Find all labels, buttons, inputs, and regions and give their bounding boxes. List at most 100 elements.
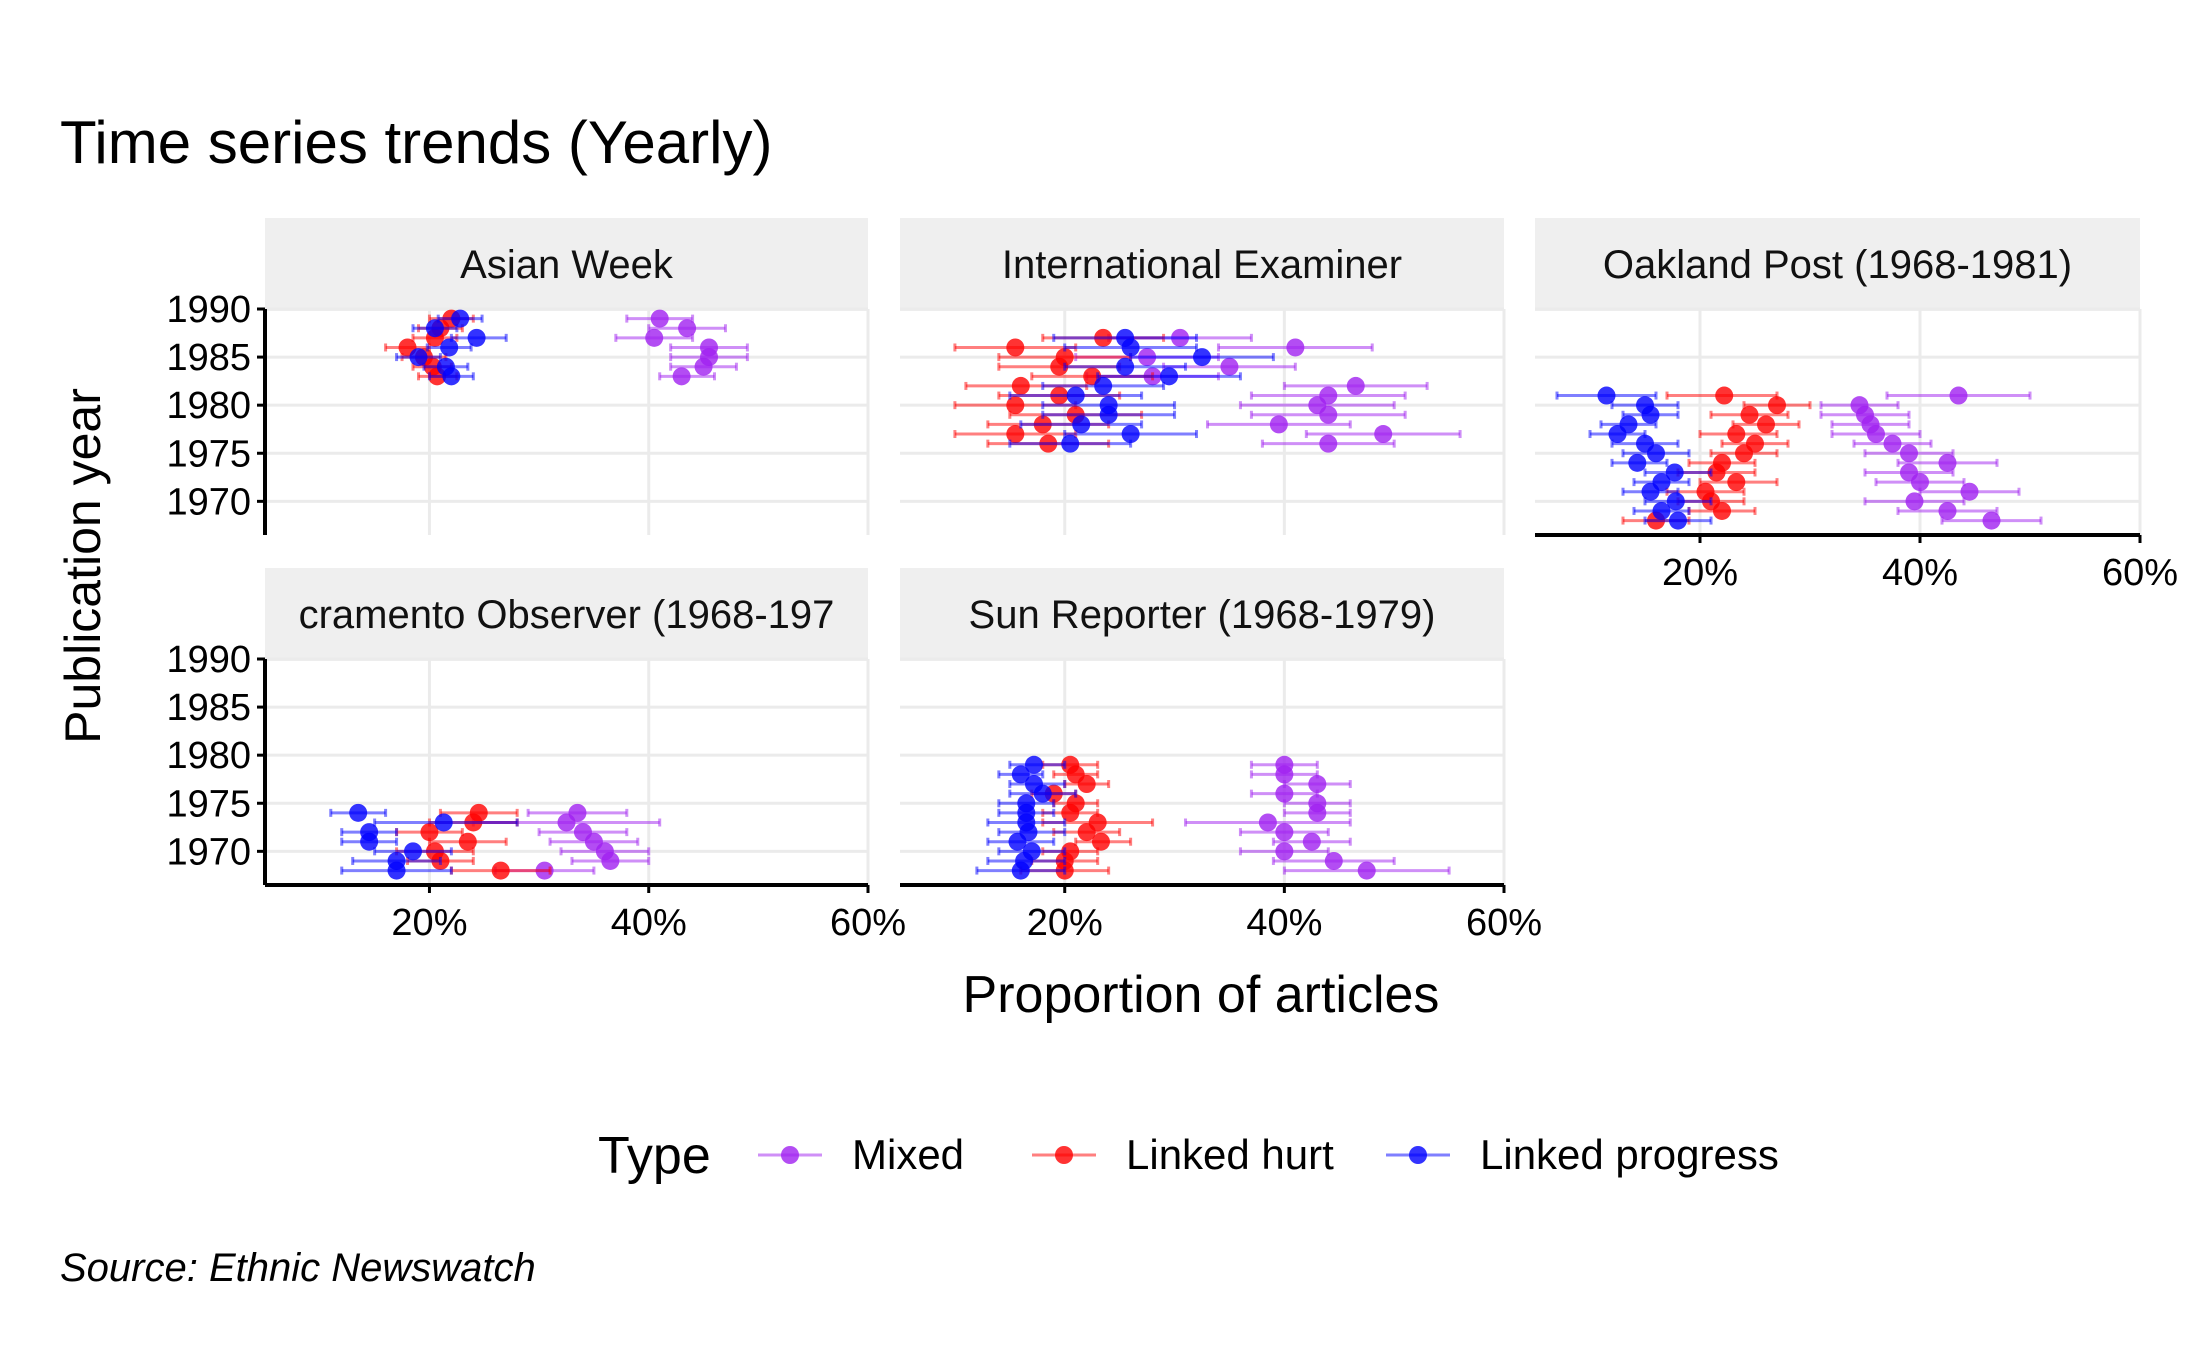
legend-item: Linked hurt — [1032, 1131, 1334, 1178]
data-point — [1061, 434, 1080, 453]
data-point — [469, 803, 488, 822]
facet-strip — [265, 218, 868, 311]
data-point — [404, 842, 423, 861]
data-point — [1006, 425, 1025, 444]
data-point — [387, 851, 406, 870]
data-point — [1619, 415, 1638, 434]
data-point — [1628, 453, 1647, 472]
data-point — [1319, 434, 1338, 453]
series-linked-progress — [395, 309, 508, 386]
data-point — [491, 861, 510, 880]
data-point — [1121, 425, 1140, 444]
data-point — [1982, 511, 2001, 530]
data-point — [436, 357, 455, 376]
series-linked-progress — [1008, 328, 1275, 453]
source-caption: Source: Ethnic Newswatch — [60, 1246, 536, 1290]
data-point — [440, 338, 459, 357]
data-point — [1061, 755, 1080, 774]
data-point — [1024, 775, 1043, 794]
data-point — [1275, 823, 1294, 842]
data-point — [1088, 813, 1107, 832]
facet-strip-label: Sun Reporter (1968-1979) — [969, 593, 1436, 637]
x-tick-label: 20% — [1027, 902, 1103, 944]
data-point — [573, 823, 592, 842]
data-point — [1665, 463, 1684, 482]
facet-panel: International Examiner — [900, 218, 1506, 535]
facet-strip — [900, 568, 1504, 661]
data-point — [1949, 386, 1968, 405]
x-tick-label: 60% — [2102, 552, 2178, 594]
data-point — [1346, 376, 1365, 395]
data-point — [409, 348, 428, 367]
data-point — [1011, 765, 1030, 784]
y-tick-label: 1985 — [166, 337, 251, 379]
facet-strip — [265, 568, 868, 661]
data-point — [425, 319, 444, 338]
data-point — [467, 328, 486, 347]
data-point — [1757, 415, 1775, 434]
data-point — [451, 309, 470, 328]
legend-title: Type — [598, 1127, 711, 1185]
data-point — [1061, 842, 1080, 861]
legend-label: Mixed — [852, 1131, 964, 1178]
y-tick-label: 1980 — [166, 735, 251, 777]
facet-strip-label: Oakland Post (1968-1981) — [1603, 243, 2072, 287]
data-point — [1850, 396, 1869, 415]
y-tick-label: 1980 — [166, 385, 251, 427]
y-axis-label: Publication year — [55, 388, 111, 744]
data-point — [1066, 794, 1085, 813]
legend-key-point — [1409, 1146, 1427, 1164]
data-point — [700, 338, 719, 357]
data-point — [1055, 348, 1074, 367]
data-point — [1727, 473, 1746, 492]
data-point — [1938, 501, 1957, 520]
x-tick-label: 20% — [1662, 552, 1738, 594]
x-axis-label: Proportion of articles — [963, 966, 1440, 1024]
facet-strip-label: cramento Observer (1968-197 — [299, 593, 835, 637]
data-point — [1099, 396, 1118, 415]
data-point — [1017, 794, 1036, 813]
data-point — [1900, 463, 1918, 482]
facet-panel: cramento Observer (1968-197 1970 1975 1980 1… — [166, 568, 906, 944]
facet-strip-label: International Examiner — [1002, 243, 1402, 287]
data-point — [1220, 357, 1239, 376]
data-point — [1636, 396, 1654, 415]
data-point — [1727, 425, 1746, 444]
x-tick-label: 60% — [830, 902, 906, 944]
data-point — [1286, 338, 1305, 357]
data-point — [1669, 511, 1687, 530]
data-point — [1357, 861, 1376, 880]
data-point — [1374, 425, 1393, 444]
x-tick-label: 40% — [1882, 552, 1958, 594]
legend-key-point — [1055, 1146, 1073, 1164]
data-point — [420, 823, 439, 842]
x-tick-label: 40% — [1246, 902, 1322, 944]
series-mixed — [614, 309, 749, 386]
data-point — [1883, 434, 1902, 453]
data-point — [1740, 405, 1759, 424]
chart-title: Time series trends (Yearly) — [60, 109, 772, 176]
facet-strip — [1535, 218, 2140, 311]
data-point — [1938, 453, 1957, 472]
data-point — [1072, 415, 1091, 434]
data-point — [1960, 482, 1979, 501]
series-mixed — [1184, 755, 1451, 880]
legend-label: Linked progress — [1480, 1131, 1779, 1178]
data-point — [1696, 482, 1715, 501]
data-point — [1160, 367, 1179, 386]
data-point — [1746, 434, 1764, 453]
legend-label: Linked hurt — [1126, 1131, 1334, 1178]
y-tick-label: 1990 — [166, 639, 251, 681]
legend-item: Linked progress — [1386, 1131, 1779, 1178]
data-point — [1024, 755, 1043, 774]
y-tick-label: 1970 — [166, 481, 251, 523]
data-point — [678, 319, 697, 338]
data-point — [1275, 755, 1294, 774]
series-linked-progress — [1555, 386, 1713, 530]
data-point — [1022, 842, 1041, 861]
data-point — [360, 823, 379, 842]
data-point — [434, 813, 453, 832]
data-point — [1011, 376, 1030, 395]
data-point — [1652, 501, 1671, 520]
data-point — [1116, 357, 1135, 376]
